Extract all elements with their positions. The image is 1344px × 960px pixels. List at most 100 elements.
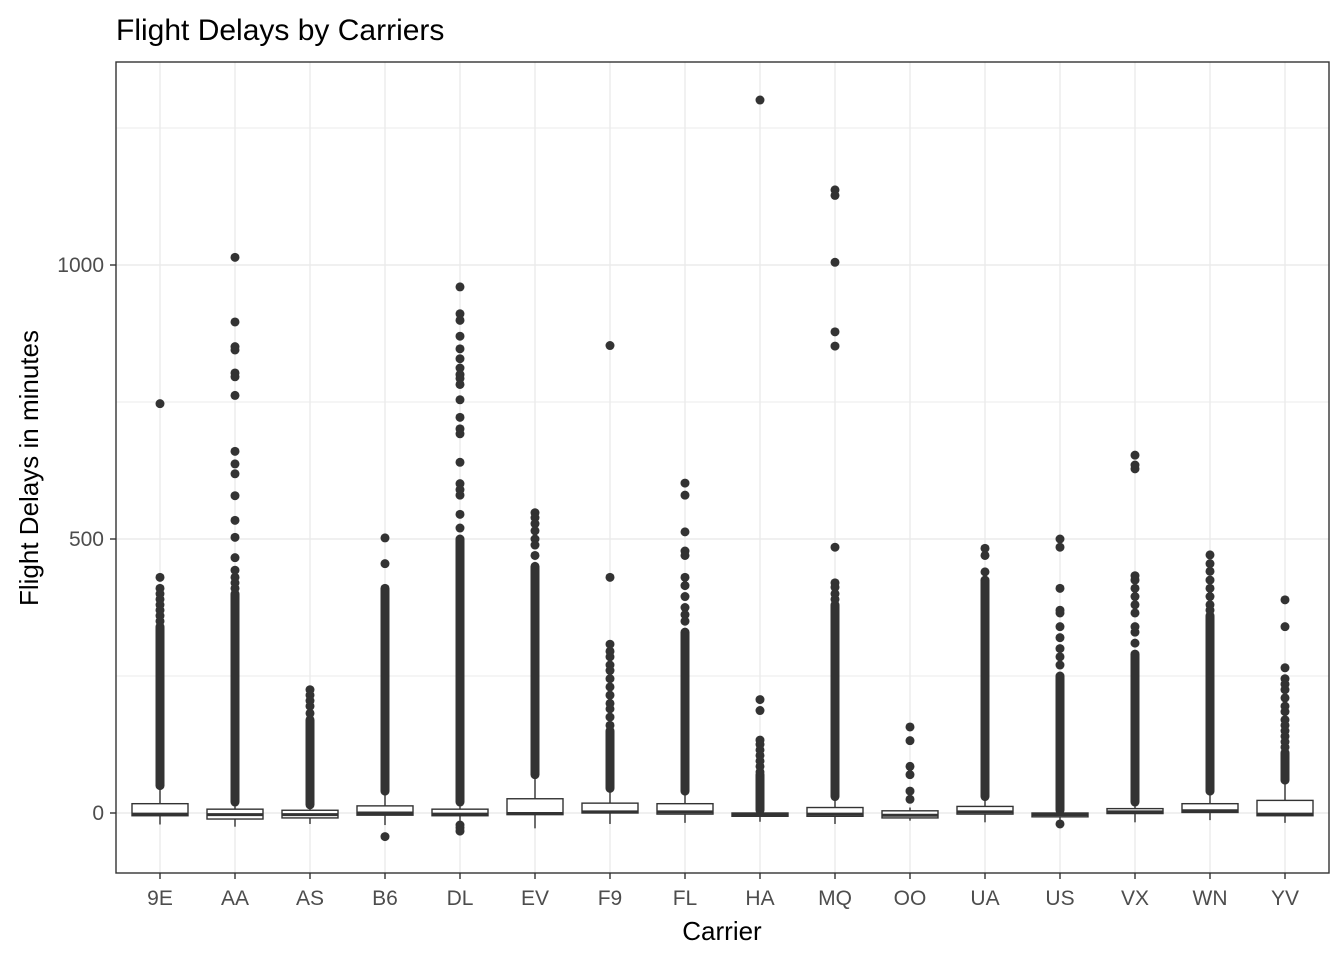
- outlier-point: [1055, 652, 1065, 662]
- outlier-point: [230, 345, 240, 355]
- box-FL: [656, 478, 714, 823]
- outlier-point: [230, 469, 240, 479]
- outlier-point: [1130, 592, 1140, 602]
- y-tick-label: 0: [92, 802, 104, 825]
- x-tick-label: OO: [894, 887, 927, 910]
- outlier-point: [605, 639, 615, 649]
- outlier-point: [230, 515, 240, 525]
- outlier-point: [455, 363, 465, 373]
- outlier-point: [1130, 608, 1140, 618]
- box-F9: [581, 341, 639, 824]
- chart-title: Flight Delays by Carriers: [116, 14, 444, 47]
- outlier-point: [455, 395, 465, 405]
- box-rect: [656, 802, 714, 815]
- outlier-point: [680, 572, 690, 582]
- outlier-point: [455, 379, 465, 389]
- box-AA: [206, 252, 264, 827]
- outlier-point: [605, 690, 615, 700]
- outlier-point: [1205, 575, 1215, 585]
- outlier-point: [1130, 627, 1140, 637]
- outlier-point: [455, 331, 465, 341]
- outlier-point: [830, 582, 840, 592]
- outlier-point: [1205, 550, 1215, 560]
- outlier-point: [605, 572, 615, 582]
- outlier-point: [680, 581, 690, 591]
- outlier-point: [1055, 660, 1065, 670]
- outlier-point: [230, 317, 240, 327]
- outlier-point: [680, 490, 690, 500]
- outlier-point: [605, 341, 615, 351]
- outlier-point: [605, 674, 615, 684]
- x-tick-label: EV: [521, 887, 549, 910]
- outlier-point: [230, 583, 240, 593]
- outlier-point: [830, 594, 840, 604]
- x-tick-label: VX: [1121, 887, 1149, 910]
- outlier-point: [455, 412, 465, 422]
- y-axis: 0 500 1000: [57, 254, 116, 825]
- x-tick-label: WN: [1193, 887, 1228, 910]
- outlier-point: [680, 550, 690, 560]
- outlier-point: [1055, 583, 1065, 593]
- outlier-point: [380, 533, 390, 543]
- outlier-point: [1055, 819, 1065, 829]
- outlier-point: [455, 490, 465, 500]
- outlier-point: [605, 712, 615, 722]
- outlier-point: [680, 616, 690, 626]
- outlier-point: [1280, 685, 1290, 695]
- outlier-point: [905, 736, 915, 746]
- outlier-point: [305, 708, 315, 718]
- outlier-point: [230, 553, 240, 563]
- outlier-point: [380, 832, 390, 842]
- x-tick-label: 9E: [147, 887, 173, 910]
- box-AS: [281, 685, 339, 824]
- outlier-point: [1205, 559, 1215, 569]
- outlier-point: [230, 459, 240, 469]
- outlier-point: [1205, 592, 1215, 602]
- outlier-point: [455, 457, 465, 467]
- outlier-point: [680, 592, 690, 602]
- outlier-point: [680, 527, 690, 537]
- outlier-point: [530, 540, 540, 550]
- box-DL: [431, 282, 489, 836]
- outlier-point: [530, 550, 540, 560]
- outlier-point: [455, 282, 465, 292]
- box-rect: [956, 805, 1014, 815]
- outlier-point: [980, 550, 990, 560]
- outlier-point: [305, 701, 315, 711]
- box-VX: [1106, 450, 1164, 823]
- outlier-point: [230, 372, 240, 382]
- outlier-point: [1280, 663, 1290, 673]
- outlier-point: [230, 565, 240, 575]
- outlier-point: [605, 652, 615, 662]
- outlier-point: [905, 722, 915, 732]
- outlier-point: [605, 720, 615, 730]
- outlier-point: [455, 509, 465, 519]
- outlier-point: [755, 767, 765, 777]
- outlier-point: [455, 826, 465, 836]
- x-tick-label: YV: [1271, 887, 1299, 910]
- box-rect: [1181, 802, 1239, 814]
- outlier-point: [1205, 566, 1215, 576]
- outlier-point: [980, 543, 990, 553]
- outlier-point: [155, 399, 165, 409]
- y-tick-label: 1000: [57, 254, 104, 277]
- outlier-point: [1055, 542, 1065, 552]
- outlier-point: [455, 523, 465, 533]
- outlier-point: [830, 341, 840, 351]
- outlier-point: [1055, 622, 1065, 632]
- box-OO: [881, 722, 939, 821]
- x-axis: 9E AA AS B6 DL EV F9 FL HA MQ OO UA US VX WN YV: [147, 873, 1299, 910]
- outlier-point: [1280, 707, 1290, 717]
- outlier-point: [605, 682, 615, 692]
- box-rect: [1256, 799, 1314, 817]
- x-tick-label: DL: [447, 887, 474, 910]
- outlier-point: [1130, 600, 1140, 610]
- box-YV: [1256, 595, 1314, 823]
- outlier-point: [230, 532, 240, 542]
- outlier-point: [1055, 608, 1065, 618]
- panel-border: [115, 61, 1330, 874]
- outlier-point: [1130, 638, 1140, 648]
- x-tick-label: B6: [372, 887, 398, 910]
- outlier-point: [155, 616, 165, 626]
